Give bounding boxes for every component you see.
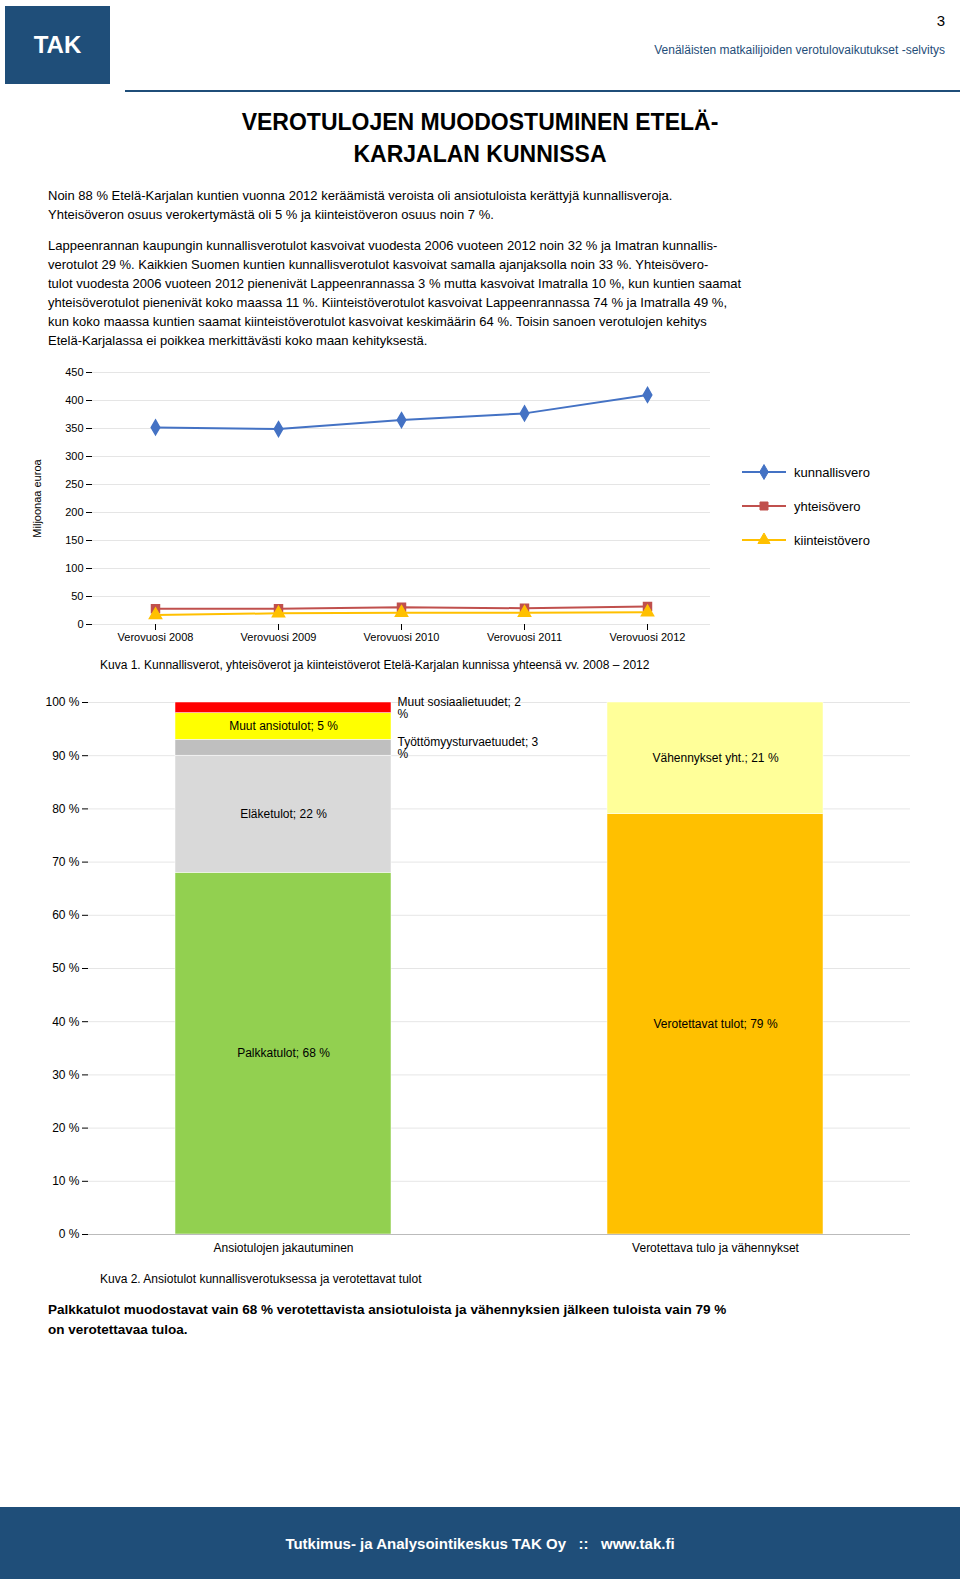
html-text:kun koko maassa kuntien saamat: kun koko maassa kuntien saamat kiinteist… — [48, 314, 707, 329]
svg-text:350: 350 — [65, 422, 83, 434]
html-text:VEROTULOJEN MUODOSTUMINEN ETEL: VEROTULOJEN MUODOSTUMINEN ETELÄ- — [241, 109, 719, 135]
svg-text:100 %: 100 % — [45, 695, 79, 709]
svg-text:10 %: 10 % — [52, 1174, 80, 1188]
svg-text:450: 450 — [65, 366, 83, 378]
svg-text:Muut sosiaalietuudet; 2%: Muut sosiaalietuudet; 2% — [398, 695, 522, 721]
html-text:kunnallisvero: kunnallisvero — [794, 464, 870, 480]
svg-text:Miljoonaa euroa: Miljoonaa euroa — [31, 458, 43, 537]
html-text:KARJALAN KUNNISSA: KARJALAN KUNNISSA — [353, 141, 607, 167]
svg-text:250: 250 — [65, 478, 83, 490]
svg-text:30 %: 30 % — [52, 1068, 80, 1082]
svg-text:70 %: 70 % — [52, 855, 80, 869]
html-text:3: 3 — [936, 12, 945, 29]
svg-text:Palkkatulot; 68 %: Palkkatulot; 68 % — [237, 1046, 330, 1060]
html-text:Palkkatulot muodostavat vain 6: Palkkatulot muodostavat vain 68 % verote… — [48, 1302, 727, 1317]
html-text:Yhteisöveron osuus verokertymä: Yhteisöveron osuus verokertymästä oli 5 … — [48, 207, 494, 222]
svg-text:0: 0 — [77, 618, 83, 630]
html-text:yhteisöverotulot pienenivät ko: yhteisöverotulot pienenivät koko maassa … — [48, 295, 727, 310]
html-text:verotulot 29 %. Kaikkien Suome: verotulot 29 %. Kaikkien Suomen kuntien … — [48, 257, 709, 272]
svg-text:Muut ansiotulot; 5 %: Muut ansiotulot; 5 % — [229, 719, 338, 733]
svg-text:50 %: 50 % — [52, 961, 80, 975]
svg-text:200: 200 — [65, 506, 83, 518]
svg-text:80 %: 80 % — [52, 802, 80, 816]
html-text:Noin 88 % Etelä-Karjalan kunti: Noin 88 % Etelä-Karjalan kuntien vuonna … — [48, 188, 673, 203]
html-text:Kuva 2. Ansiotulot kunnallisve: Kuva 2. Ansiotulot kunnallisverotuksessa… — [100, 1272, 422, 1286]
svg-text:50: 50 — [71, 590, 83, 602]
svg-text:Verovuosi 2012: Verovuosi 2012 — [610, 631, 686, 643]
svg-text:40 %: 40 % — [52, 1015, 80, 1029]
svg-text:Verovuosi 2011: Verovuosi 2011 — [487, 631, 562, 643]
svg-text:60 %: 60 % — [52, 908, 80, 922]
svg-text:0 %: 0 % — [59, 1227, 80, 1241]
html-text:kiinteistövero: kiinteistövero — [794, 532, 870, 548]
html-text:Lappeenrannan kaupungin kunnal: Lappeenrannan kaupungin kunnallisverotul… — [48, 238, 718, 253]
svg-text:Verovuosi 2010: Verovuosi 2010 — [364, 631, 440, 643]
svg-text:90 %: 90 % — [52, 749, 80, 763]
svg-text:400: 400 — [65, 394, 83, 406]
svg-text:Työttömyysturvaetuudet; 3%: Työttömyysturvaetuudet; 3% — [398, 735, 539, 761]
html-text:TAK: TAK — [33, 31, 82, 58]
svg-text:20 %: 20 % — [52, 1121, 80, 1135]
svg-text:Verotettava tulo ja vähennykse: Verotettava tulo ja vähennykset — [632, 1241, 799, 1255]
svg-text:150: 150 — [65, 534, 83, 546]
svg-text:Verovuosi 2009: Verovuosi 2009 — [241, 631, 317, 643]
html-text:Kuva 1. Kunnallisverot, yhteis: Kuva 1. Kunnallisverot, yhteisöverot ja … — [100, 658, 650, 672]
svg-text:Verovuosi 2008: Verovuosi 2008 — [118, 631, 194, 643]
html-text:Tutkimus- ja Analysointikeskus: Tutkimus- ja Analysointikeskus TAK Oy ::… — [285, 1534, 675, 1552]
svg-text:100: 100 — [65, 562, 83, 574]
svg-text:Vähennykset yht.; 21 %: Vähennykset yht.; 21 % — [652, 751, 778, 765]
html-text:yhteisövero: yhteisövero — [794, 498, 861, 514]
svg-text:Ansiotulojen jakautuminen: Ansiotulojen jakautuminen — [213, 1241, 353, 1255]
svg-text:300: 300 — [65, 450, 83, 462]
html-text:Venäläisten matkailijoiden ver: Venäläisten matkailijoiden verotulovaiku… — [654, 43, 945, 57]
html-text:Etelä-Karjalassa ei poikkea me: Etelä-Karjalassa ei poikkea merkittäväst… — [48, 333, 428, 348]
html-text:on verotettavaa tuloa.: on verotettavaa tuloa. — [48, 1322, 188, 1337]
html-text:tulot vuodesta 2006 vuoteen 20: tulot vuodesta 2006 vuoteen 2012 pieneni… — [48, 276, 742, 291]
svg-text:Verotettavat tulot; 79 %: Verotettavat tulot; 79 % — [653, 1017, 777, 1031]
svg-text:Eläketulot; 22 %: Eläketulot; 22 % — [240, 807, 327, 821]
